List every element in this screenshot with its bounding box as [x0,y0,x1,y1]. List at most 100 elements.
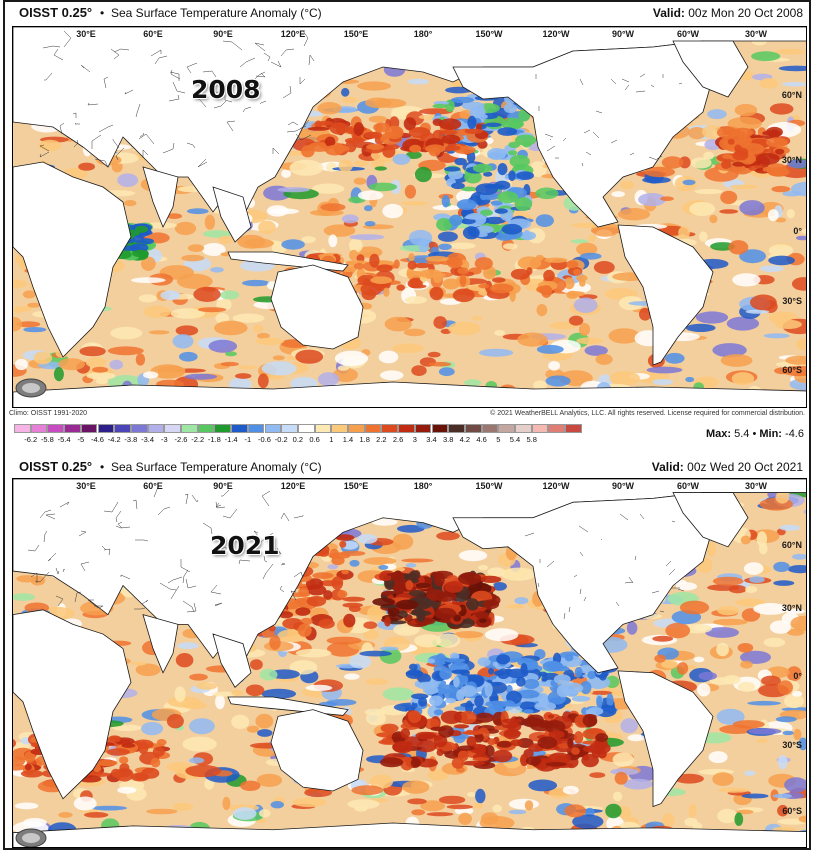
latitude-label: 30°S [782,739,802,750]
climo-note: Climo: OISST 1991-2020 [9,410,88,417]
anomaly-field [13,479,806,847]
weatherbell-logo [15,828,47,847]
legend-swatch [147,424,165,433]
weatherbell-logo [15,378,47,398]
legend-swatch [30,424,48,433]
legend-tick-label: 1 [329,435,334,444]
longitude-label: 150°E [343,29,369,39]
latitude-label: 60°N [781,90,802,101]
legend-swatch [381,424,399,433]
country-borders [39,30,683,168]
longitude-label: 30°E [76,481,96,491]
legend-swatch [481,424,499,433]
legend-tick-label: 1.8 [359,435,370,444]
legend-tick-label: -1.4 [224,435,238,444]
header-bullet: • [100,6,105,20]
legend-swatch [515,424,532,433]
legend-tick-label: 5.8 [526,435,537,444]
map-header: OISST 0.25° • Sea Surface Temperature An… [5,2,811,24]
legend-swatch [498,424,515,433]
legend-tick-label: 4.6 [476,435,487,444]
legend-tick-label: -1 [244,435,252,444]
legend-swatch [281,424,298,433]
legend-swatch [398,424,415,433]
sst-anomaly-map: 30°E 60°E 90°E 120°E 150°E 180° 150°W 120°W 90°W… [12,26,807,408]
longitude-label: 90°E [213,481,233,491]
legend-tick-label: 1.4 [342,435,354,444]
longitude-label: 120°W [542,29,570,39]
legend-swatch [80,424,98,433]
country-borders [27,483,685,620]
legend-swatch [431,424,449,433]
legend-swatch [297,424,315,433]
longitude-label: 120°W [542,481,570,491]
legend-tick-label: -3 [160,435,168,444]
latitude-label: 60°N [781,540,802,551]
longitude-label: 120°E [280,29,306,39]
longitude-label: 60°E [143,481,163,491]
valid-time: Valid: 00z Wed 20 Oct 2021 [651,460,803,474]
longitude-label: 90°E [213,29,233,39]
year-label: 2008 [191,75,261,104]
longitude-label: 150°E [343,481,369,491]
longitude-label: 60°W [676,29,700,39]
legend-tick-label: -0.6 [258,435,271,444]
legend-swatch [97,424,115,433]
legend-swatch [348,424,365,433]
legend-swatch [197,424,215,433]
legend-swatch [47,424,65,433]
legend-tick-label: -1.8 [207,435,221,444]
longitude-label: 60°E [143,29,163,39]
longitude-label: 150°W [475,481,503,491]
longitude-label: 120°E [280,481,306,491]
legend-swatch [181,424,198,433]
legend-swatch [130,424,148,433]
max-value: 5.4 [734,428,750,440]
legend-swatch [531,424,549,433]
longitude-label: 180° [413,29,433,39]
landmasses [13,27,806,407]
max-min-readout: Max: 5.4 • Min: -4.6 [705,428,804,440]
copyright-note: © 2021 WeatherBELL Analytics, LLC. All r… [490,410,805,417]
legend-swatch [164,424,181,433]
legend-tick-label: -4.2 [107,435,121,444]
latitude-label: 60°S [782,365,802,376]
latitude-label: 0° [793,671,802,682]
min-value: -4.6 [785,428,804,440]
legend-tick-label: 3.8 [442,435,454,444]
legend-tick-label: 3.4 [426,435,437,444]
legend-tick-label: -3.4 [141,435,155,444]
longitude-label: 150°W [475,29,503,39]
latitude-label: 0° [793,225,802,236]
legend-tick-label: -4.6 [91,435,104,444]
legend-tick-label: -5.8 [40,435,54,444]
legend-swatch [548,424,566,433]
legend-tick-label: -6.2 [24,435,38,444]
legend-swatch [448,424,465,433]
longitude-label: 180° [413,481,433,491]
legend-swatch [414,424,432,433]
map-header: OISST 0.25° • Sea Surface Temperature An… [5,456,811,478]
legend-tick-label: 2.2 [376,435,387,444]
legend-tick-label: -2.6 [174,435,188,444]
map-title: Sea Surface Temperature Anomaly (°C) [111,6,322,20]
product-name: OISST 0.25° [19,5,93,20]
longitude-label: 90°W [611,481,635,491]
legend-swatch [464,424,482,433]
longitude-label: 30°W [744,29,768,39]
legend-tick-label: 5.4 [509,435,521,444]
legend-tick-label: 0.2 [292,435,304,444]
longitude-label: 30°E [76,29,96,39]
legend-tick-label: -2.2 [191,435,205,444]
latitude-label: 60°S [782,806,802,817]
legend-tick-label: 3 [412,435,417,444]
valid-time: Valid: 00z Mon 20 Oct 2008 [652,6,803,20]
latitude-label: 30°N [781,602,802,613]
legend-tick-label: 2.6 [392,435,404,444]
longitude-label: 30°W [744,481,768,491]
legend-swatch [114,424,131,433]
header-bullet: • [100,460,105,474]
legend-swatch [231,424,248,433]
legend-tick-label: 5 [496,435,501,444]
map-title: Sea Surface Temperature Anomaly (°C) [111,460,322,474]
